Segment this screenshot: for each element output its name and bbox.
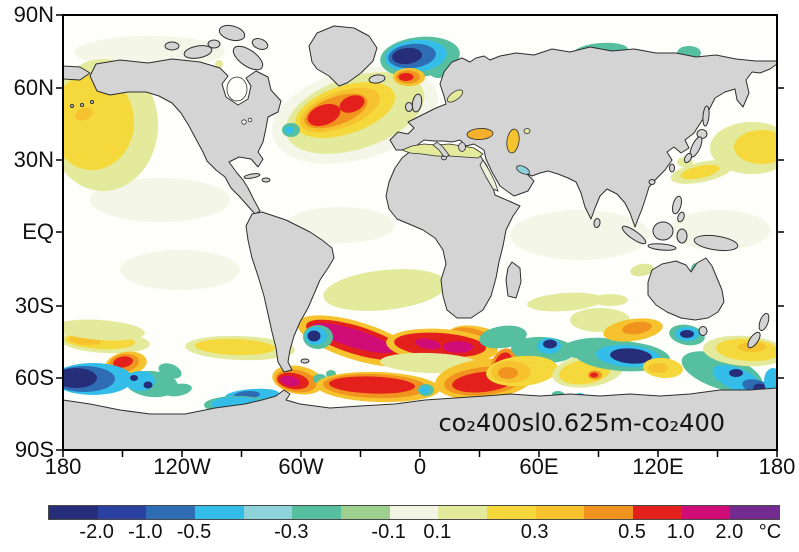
- baltic-sea: [446, 89, 464, 103]
- south-america: [245, 211, 335, 373]
- north-america: [89, 58, 282, 215]
- black-sea: [466, 128, 494, 140]
- lon-label-120e: 120E: [632, 454, 684, 479]
- caspian-sea: [506, 128, 520, 154]
- experiment-annotation: co₂400sl0.625m-co₂400: [438, 409, 725, 437]
- map-frame: [56, 14, 784, 457]
- colorbar-tick-label: 1.0: [666, 521, 695, 543]
- colorbar-unit: °C: [758, 521, 782, 543]
- colorbar-tick-label: -0.3: [274, 521, 309, 543]
- colorbar-segment: [438, 506, 488, 519]
- colorbar-segment: [243, 506, 293, 519]
- colorbar-segment: [487, 506, 536, 519]
- lat-label-90s: 90S: [14, 437, 54, 462]
- colorbar: [48, 505, 780, 520]
- lon-label-60e: 60E: [519, 454, 559, 479]
- colorbar-segment: [49, 506, 98, 519]
- lat-label-60n: 60N: [13, 75, 54, 100]
- lon-label-180w: 180: [44, 454, 82, 479]
- colorbar-segment: [584, 506, 634, 519]
- colorbar-tick-label: 0.3: [520, 521, 549, 543]
- colorbar-segment: [730, 506, 780, 519]
- lat-label-90n: 90N: [13, 2, 54, 27]
- colorbar-labels: °C -2.0 -1.0 -0.5 -0.3 -0.1 0.1 0.3 0.5 1.0 2.0: [48, 521, 782, 547]
- red-sea: [479, 159, 499, 192]
- colorbar-segment: [97, 506, 147, 519]
- colorbar-tick-label: -2.0: [79, 521, 114, 543]
- lat-label-30s: 30S: [14, 293, 54, 318]
- antarctica: [63, 387, 777, 450]
- greenland: [308, 25, 378, 87]
- lon-label-120w: 120W: [153, 454, 211, 479]
- colorbar-tick-label: -0.1: [371, 521, 406, 543]
- colorbar-segment: [633, 506, 682, 519]
- colorbar-tick-label: 2.0: [715, 521, 744, 543]
- persian-gulf: [516, 165, 530, 175]
- axis-ticks: [56, 14, 784, 457]
- lon-label-0: 0: [413, 454, 427, 479]
- colorbar-segment: [292, 506, 342, 519]
- lon-label-60w: 60W: [278, 454, 324, 479]
- colorbar-segment: [341, 506, 390, 519]
- colorbar-tick-label: -1.0: [128, 521, 163, 543]
- lat-label-30n: 30N: [13, 147, 54, 172]
- inland-seas: [226, 76, 531, 192]
- colorbar-tick-label: 0.5: [618, 521, 646, 543]
- colorbar-segment: [681, 506, 731, 519]
- colorbar-segment: [389, 506, 439, 519]
- madagascar: [505, 261, 522, 299]
- lat-label-eq: EQ: [22, 219, 54, 244]
- colorbar-tick-label: 0.1: [423, 521, 452, 543]
- lon-label-180e: 180: [758, 454, 796, 479]
- colorbar-segment: [535, 506, 585, 519]
- australia: [647, 257, 725, 321]
- anomaly-blobs: [63, 36, 777, 414]
- landmasses: [63, 24, 777, 450]
- hudson-bay: [226, 76, 248, 102]
- colorbar-tick-label: -0.5: [176, 521, 212, 543]
- lat-label-60s: 60S: [14, 365, 54, 390]
- colorbar-segment: [195, 506, 244, 519]
- colorbar-segment: [146, 506, 196, 519]
